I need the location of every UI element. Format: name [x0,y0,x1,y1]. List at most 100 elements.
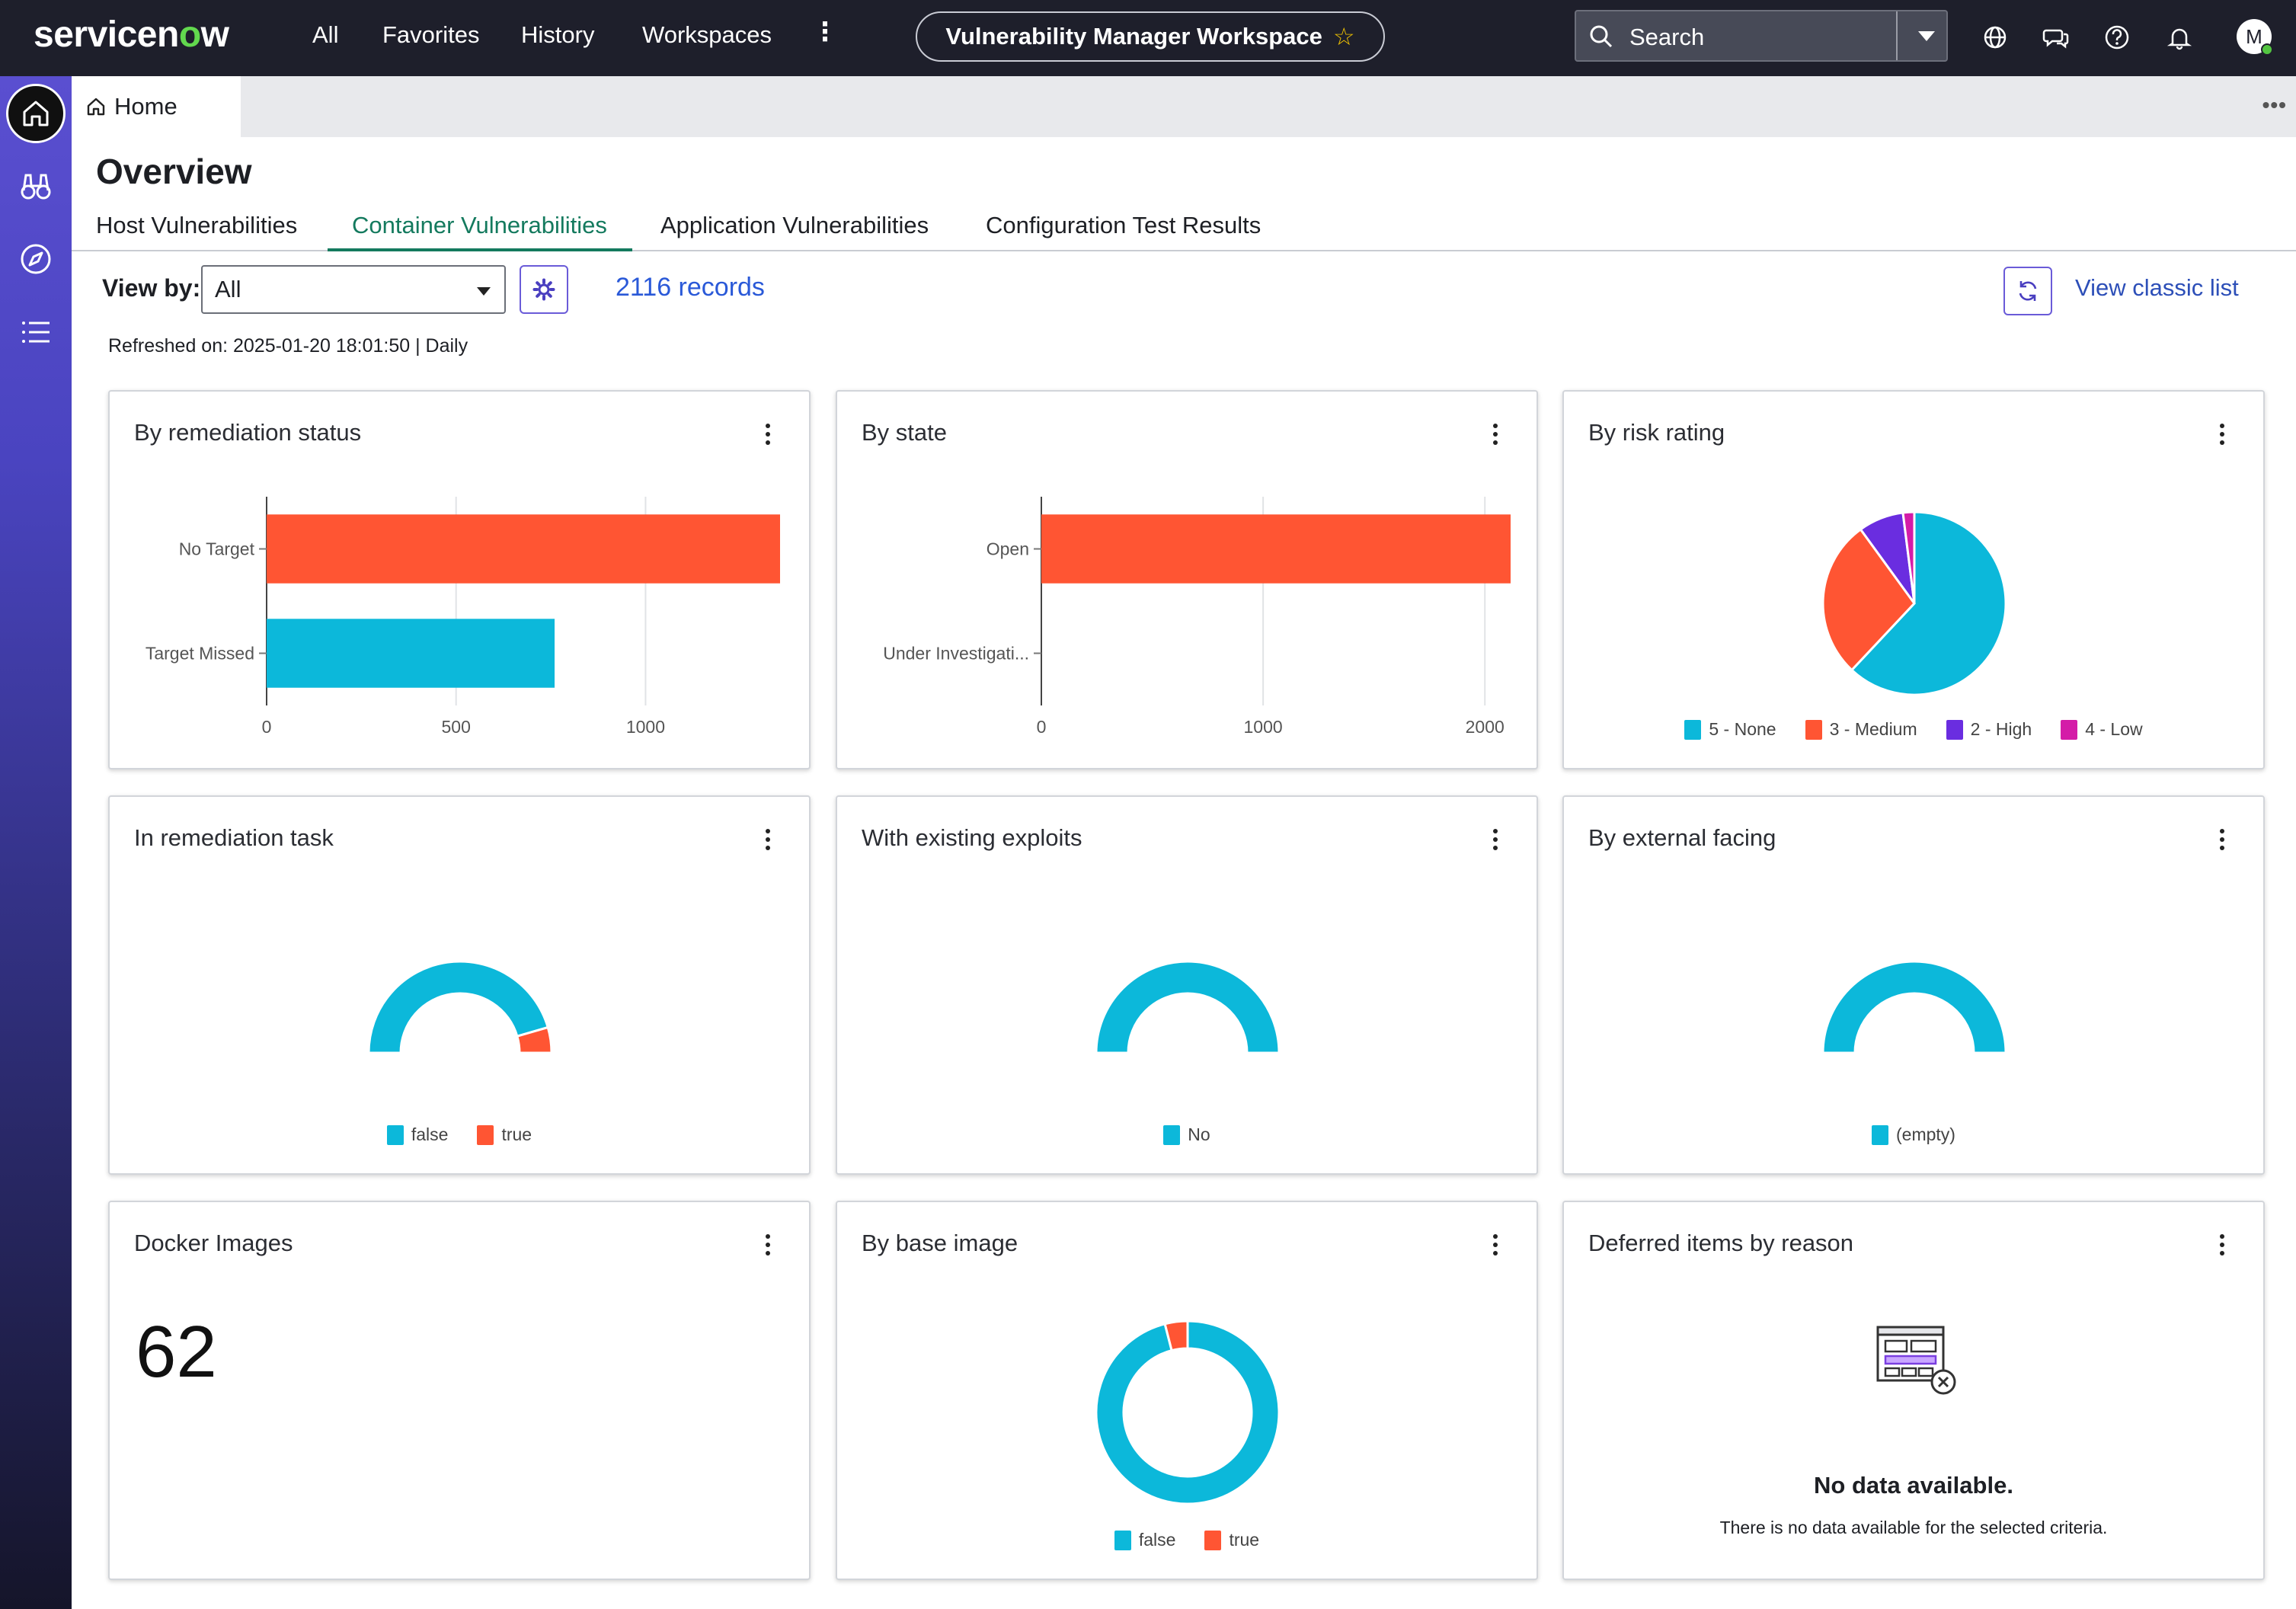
external-facing-gauge-chart [1821,960,2007,1054]
x-tick-label: 1000 [626,717,665,737]
active-tab-indicator [328,248,632,251]
card-menu-icon[interactable] [765,424,771,445]
card-with-existing-exploits: With existing exploits No [836,795,1538,1175]
card-title: In remediation task [134,824,334,851]
chart-legend: false true [110,1124,809,1145]
compass-icon[interactable] [18,241,54,277]
card-title: By remediation status [134,419,362,446]
search-scope-dropdown[interactable] [1911,25,1942,48]
slice-3-medium [1821,527,1916,672]
card-menu-icon[interactable] [1492,829,1498,850]
home-tab[interactable]: Home [72,76,241,137]
settings-button[interactable] [520,265,568,314]
legend-label: 4 - Low [2085,719,2143,739]
card-menu-icon[interactable] [2219,829,2225,850]
tab-configuration-test-results[interactable]: Configuration Test Results [986,212,1262,238]
tab-container-vulnerabilities[interactable]: Container Vulnerabilities [352,212,607,238]
records-count-link[interactable]: 2116 records [616,273,765,302]
bar-no-target [267,514,780,584]
logo-text-o: o [178,14,201,55]
legend-label: true [1229,1530,1260,1550]
view-by-select[interactable]: All [201,265,506,314]
legend-swatch [1872,1124,1889,1145]
legend-item-empty[interactable]: (empty) [1872,1124,1955,1145]
card-menu-icon[interactable] [2219,424,2225,445]
y-tick-label: Under Investigati... [883,644,1029,664]
state-bar-chart: 0 1000 2000 Open Under Investigati... [883,497,1511,737]
binoculars-icon[interactable] [18,168,54,204]
home-icon [23,101,49,126]
user-avatar[interactable]: M [2237,19,2273,56]
legend-item-no[interactable]: No [1163,1124,1210,1145]
servicenow-logo[interactable]: servicenow [34,14,229,56]
tab-more-button[interactable]: ••• [2262,93,2287,117]
tab-application-vulnerabilities[interactable]: Application Vulnerabilities [660,212,929,238]
vulnerability-tabs: Host Vulnerabilities Container Vulnerabi… [72,203,2296,251]
logo-text-b: w [200,14,229,55]
card-title: By risk rating [1588,419,1725,446]
legend-item-true[interactable]: true [477,1124,532,1145]
home-icon [87,98,105,116]
docker-images-count[interactable]: 62 [136,1311,217,1393]
chart-legend: (empty) [1564,1124,2263,1145]
legend-label: true [501,1124,532,1144]
legend-label: 5 - None [1709,719,1776,739]
legend-item-false[interactable]: false [1114,1530,1175,1550]
nav-workspaces[interactable]: Workspaces [642,21,772,48]
bar-target-missed [267,619,555,688]
card-by-risk-rating: By risk rating 5 - None 3 - Medium 2 - Hig… [1562,390,2265,769]
card-menu-icon[interactable] [2219,1234,2225,1256]
legend-item-3-medium[interactable]: 3 - Medium [1805,719,1917,740]
base-image-donut-chart [1095,1320,1281,1505]
globe-icon[interactable] [1981,23,2010,52]
bell-icon[interactable] [2165,23,2194,52]
view-classic-list-link[interactable]: View classic list [2075,274,2239,301]
chart-legend: No [837,1124,1537,1145]
remediation-task-gauge-chart [367,960,553,1054]
legend-item-true[interactable]: true [1204,1530,1259,1550]
legend-item-false[interactable]: false [386,1124,448,1145]
rail-home-button[interactable] [6,84,66,143]
slice-true [516,1025,553,1054]
list-icon[interactable] [18,314,54,350]
legend-swatch [1684,719,1702,740]
star-icon[interactable]: ☆ [1332,23,1355,50]
card-title: With existing exploits [862,824,1082,851]
chat-icon[interactable] [2042,23,2071,52]
card-title: Deferred items by reason [1588,1230,1854,1256]
nav-favorites[interactable]: Favorites [382,21,480,48]
card-menu-icon[interactable] [765,829,771,850]
workspace-title-pill[interactable]: Vulnerability Manager Workspace ☆ [916,11,1385,62]
search-divider [1896,11,1898,60]
legend-item-5-none[interactable]: 5 - None [1684,719,1776,740]
card-menu-icon[interactable] [1492,1234,1498,1256]
slice-empty [1821,960,2007,1054]
avatar-initial: M [2246,24,2262,48]
top-header: servicenow All Favorites History Workspa… [0,0,2296,76]
nav-history[interactable]: History [521,21,595,48]
legend-item-4-low[interactable]: 4 - Low [2061,719,2143,740]
slice-no [1095,960,1281,1054]
x-tick-label: 1000 [1244,717,1283,737]
legend-swatch [1805,719,1822,740]
remediation-status-bar-chart: 0 500 1000 No Target Target Missed [145,497,780,737]
help-icon[interactable] [2103,23,2131,52]
refreshed-timestamp: Refreshed on: 2025-01-20 18:01:50 | Dail… [108,335,468,357]
card-title: Docker Images [134,1230,293,1256]
tab-host-vulnerabilities[interactable]: Host Vulnerabilities [96,212,298,238]
card-menu-icon[interactable] [765,1234,771,1256]
caret-down-icon [477,287,491,296]
nav-more-button[interactable]: ⋮ [812,18,838,46]
global-search[interactable]: Search [1575,10,1948,62]
chevron-down-icon [1918,31,1935,41]
legend-item-2-high[interactable]: 2 - High [1946,719,2032,740]
nav-all[interactable]: All [312,21,339,48]
x-tick-label: 0 [262,717,272,737]
legend-label: No [1188,1124,1210,1144]
legend-swatch [477,1124,494,1145]
card-menu-icon[interactable] [1492,424,1498,445]
x-tick-label: 2000 [1466,717,1505,737]
refresh-button[interactable] [2003,267,2052,315]
card-in-remediation-task: In remediation task false true [108,795,811,1175]
card-by-base-image: By base image false true [836,1201,1538,1580]
